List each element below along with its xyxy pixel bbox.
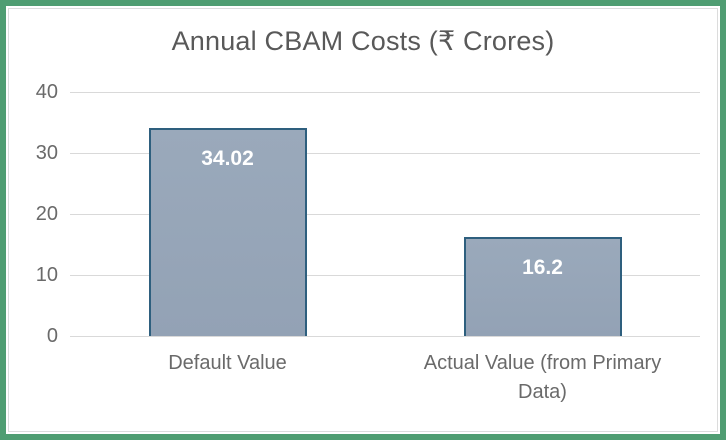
chart-title: Annual CBAM Costs (₹ Crores) — [171, 26, 555, 56]
gridline — [70, 275, 700, 276]
data-label: 34.02 — [201, 147, 254, 171]
x-tick-default-value: Default Value — [70, 349, 385, 407]
category-label: Actual Value (from Primary Data) — [423, 352, 662, 403]
category-label: Default Value — [168, 352, 287, 374]
data-label: 16.2 — [522, 256, 563, 280]
plot-area: 34.02 16.2 — [70, 92, 700, 337]
bar-chart: Annual CBAM Costs (₹ Crores) 40 30 20 10… — [8, 8, 718, 432]
x-axis: Default Value Actual Value (from Primary… — [70, 349, 700, 407]
bar-default-value: 34.02 — [148, 128, 307, 336]
y-tick-10: 10 — [35, 264, 58, 286]
gridline — [70, 214, 700, 215]
y-tick-0: 0 — [46, 325, 58, 347]
y-tick-30: 30 — [35, 142, 58, 164]
y-axis: 40 30 20 10 0 — [9, 82, 58, 346]
category-slot-default-value: 34.02 — [70, 92, 385, 336]
gridline — [70, 153, 700, 154]
bar-actual-value: 16.2 — [463, 237, 622, 336]
y-tick-20: 20 — [35, 203, 58, 225]
x-tick-actual-value: Actual Value (from Primary Data) — [385, 349, 700, 407]
category-slot-actual-value: 16.2 — [385, 92, 700, 336]
bar-series: 34.02 16.2 — [70, 92, 700, 336]
gridline — [70, 92, 700, 93]
y-tick-40: 40 — [35, 81, 58, 103]
x-axis-line — [70, 336, 700, 337]
